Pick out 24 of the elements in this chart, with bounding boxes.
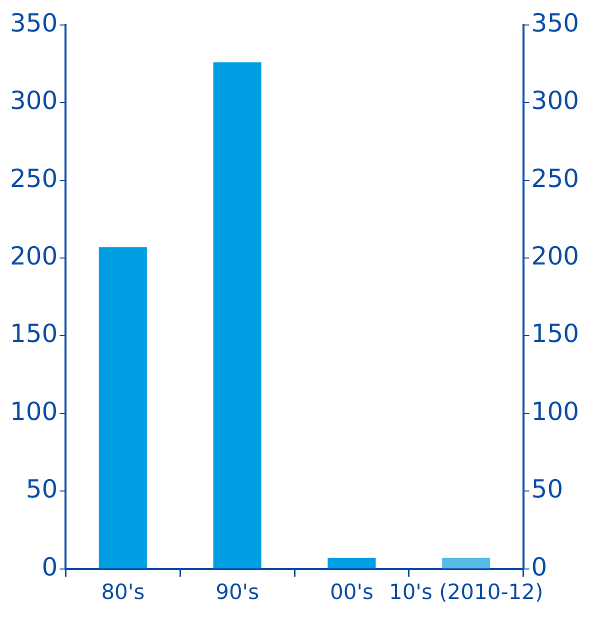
y2-tick-label: 150: [531, 319, 579, 348]
bar: [98, 247, 147, 568]
bar: [442, 558, 490, 568]
bar: [213, 62, 262, 568]
y2-tick-label: 300: [531, 86, 579, 116]
y2-tick-label: 200: [531, 242, 579, 271]
y-tick-label: 300: [10, 86, 58, 116]
y2-tick-label: 50: [531, 474, 564, 504]
x-tick-label: 00's: [330, 580, 374, 604]
x-tick-label: 90's: [216, 580, 260, 604]
y2-tick-label: 0: [531, 552, 548, 582]
y-tick-label: 150: [10, 319, 58, 348]
y-tick-label: 350: [10, 8, 58, 38]
y2-tick-label: 350: [531, 8, 579, 38]
x-tick-label: 10's (2010-12): [388, 580, 544, 604]
x-tick-label: 80's: [101, 580, 145, 604]
y-tick-label: 100: [10, 396, 58, 426]
y2-tick-label: 100: [531, 396, 579, 426]
y2-tick-label: 250: [531, 164, 579, 193]
y-tick-label: 0: [42, 552, 58, 582]
y-tick-label: 200: [10, 242, 58, 271]
y-tick-label: 50: [26, 474, 58, 504]
y-tick-label: 250: [10, 164, 58, 193]
bar: [328, 558, 376, 568]
